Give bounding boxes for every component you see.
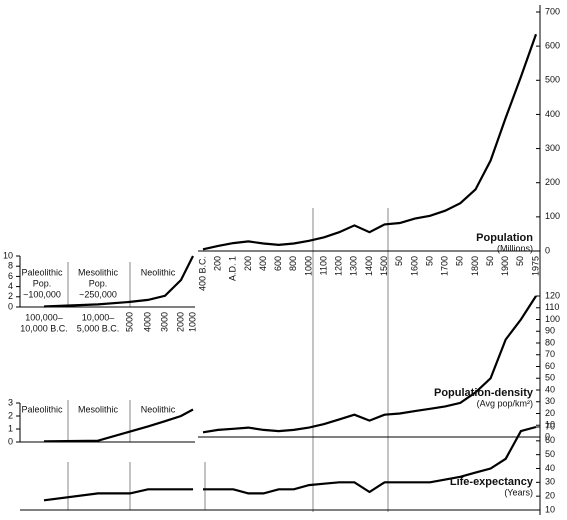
era-note: ~100,000 <box>23 289 61 299</box>
y-tick-label: 20 <box>545 491 555 501</box>
y-tick-label: 50 <box>545 449 555 459</box>
x-tick-label: 1100 <box>318 256 328 275</box>
x-tick-label: 1700 <box>440 256 450 276</box>
x-tick-label: 50 <box>515 256 525 266</box>
line <box>203 425 537 495</box>
era-label: Neolithic <box>141 267 176 277</box>
panel-subtitle: (Avg pop/km²) <box>477 398 533 408</box>
x-tick-label: 10,000 B.C. <box>20 323 68 333</box>
y-tick-label: 4 <box>8 281 13 291</box>
x-tick-label: 10,000– <box>82 312 115 322</box>
y-tick-label: 60 <box>545 435 555 445</box>
era-label: Paleolithic <box>21 267 63 277</box>
x-tick-label: 200 <box>213 256 223 271</box>
y-tick-label: 0 <box>545 431 550 441</box>
y-tick-label: 2 <box>8 291 13 301</box>
x-tick-label: 1000 <box>303 256 313 276</box>
x-tick-label: 5,000 B.C. <box>77 323 120 333</box>
x-tick-label: 100,000– <box>25 312 63 322</box>
panel-subtitle: (Millions) <box>497 243 533 253</box>
inset-line <box>43 488 193 502</box>
x-tick-label: 4000 <box>142 312 152 332</box>
panel-subtitle: (Years) <box>504 487 533 497</box>
y-tick-label: 100 <box>545 211 560 221</box>
era-note: Pop. <box>89 278 108 288</box>
y-tick-label: 8 <box>8 261 13 271</box>
x-tick-label: 1400 <box>364 256 374 276</box>
x-tick-label: 50 <box>424 256 434 266</box>
x-tick-label: 1800 <box>470 256 480 276</box>
x-tick-label: 400 <box>258 256 268 271</box>
era-label: Mesolithic <box>78 404 119 414</box>
x-tick-label: 1900 <box>500 256 510 276</box>
x-tick-label: A.D. 1 <box>228 256 238 281</box>
inset-line <box>43 408 194 443</box>
line <box>202 33 538 251</box>
x-tick-label: 1200 <box>334 256 344 276</box>
x-tick-label: 2000 <box>175 312 185 332</box>
y-tick-label: 120 <box>545 290 560 300</box>
y-tick-label: 400 <box>545 109 560 119</box>
y-tick-label: 40 <box>545 463 555 473</box>
x-tick-label: 1600 <box>409 256 419 276</box>
y-tick-label: 6 <box>8 271 13 281</box>
x-tick-label: 50 <box>485 256 495 266</box>
y-tick-label: 70 <box>545 349 555 359</box>
y-tick-label: 90 <box>545 326 555 336</box>
y-tick-label: 70 <box>545 421 555 431</box>
panel-title: Population-density <box>434 387 534 399</box>
line <box>202 295 537 434</box>
x-tick-label: 200 <box>243 256 253 271</box>
y-tick-label: 20 <box>545 408 555 418</box>
y-tick-label: 3 <box>8 397 13 407</box>
x-tick-label: 1000 <box>187 312 197 332</box>
era-label: Paleolithic <box>21 404 63 414</box>
y-tick-label: 2 <box>8 410 13 420</box>
y-tick-label: 100 <box>545 314 560 324</box>
y-tick-label: 0 <box>8 301 13 311</box>
x-tick-label: 400 B.C. <box>197 256 207 291</box>
x-tick-label: 1975 <box>530 256 540 276</box>
y-tick-label: 80 <box>545 337 555 347</box>
era-note: ~250,000 <box>79 289 117 299</box>
y-tick-label: 0 <box>545 245 550 255</box>
x-tick-label: 50 <box>394 256 404 266</box>
y-tick-label: 500 <box>545 75 560 85</box>
x-tick-label: 50 <box>455 256 465 266</box>
y-tick-label: 60 <box>545 361 555 371</box>
panel-title: Life-expectancy <box>450 476 534 488</box>
y-tick-label: 10 <box>3 250 13 260</box>
era-label: Mesolithic <box>78 267 119 277</box>
inset-line <box>43 255 194 308</box>
y-tick-label: 30 <box>545 396 555 406</box>
y-tick-label: 200 <box>545 177 560 187</box>
y-tick-label: 40 <box>545 384 555 394</box>
y-tick-label: 1 <box>8 423 13 433</box>
era-label: Neolithic <box>141 404 176 414</box>
y-tick-label: 30 <box>545 477 555 487</box>
x-tick-label: 5000 <box>124 312 134 332</box>
y-tick-label: 110 <box>545 302 559 312</box>
y-tick-label: 10 <box>545 420 555 430</box>
era-note: Pop. <box>33 278 52 288</box>
y-tick-label: 10 <box>545 504 555 514</box>
y-tick-label: 600 <box>545 41 560 51</box>
x-tick-label: 3000 <box>159 312 169 332</box>
x-tick-label: 800 <box>288 256 298 271</box>
y-tick-label: 300 <box>545 143 560 153</box>
y-tick-label: 700 <box>545 6 560 16</box>
panel-title: Population <box>476 232 533 244</box>
y-tick-label: 50 <box>545 373 555 383</box>
y-tick-label: 0 <box>8 436 13 446</box>
x-tick-label: 1500 <box>379 256 389 276</box>
x-tick-label: 1300 <box>349 256 359 276</box>
x-tick-label: 600 <box>273 256 283 271</box>
